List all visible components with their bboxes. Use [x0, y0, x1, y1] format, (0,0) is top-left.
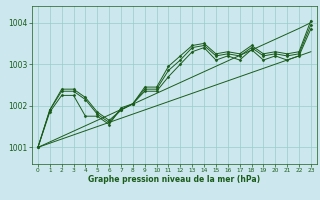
X-axis label: Graphe pression niveau de la mer (hPa): Graphe pression niveau de la mer (hPa)	[88, 175, 260, 184]
